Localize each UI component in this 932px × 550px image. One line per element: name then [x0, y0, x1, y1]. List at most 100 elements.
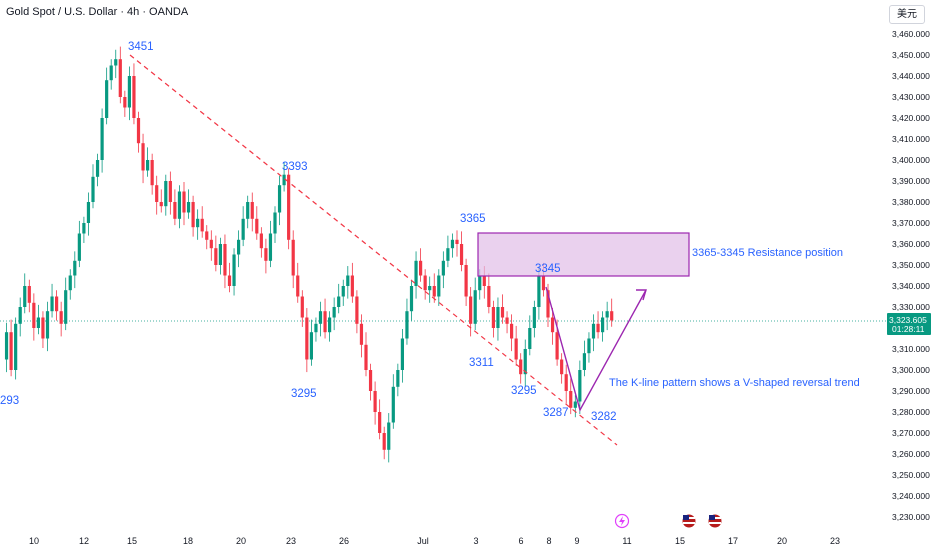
candle-body [150, 160, 154, 186]
arrow-head-icon [636, 289, 647, 301]
candle-body [291, 239, 295, 276]
candle-body [560, 359, 564, 375]
descending-trendline[interactable] [129, 54, 618, 446]
candle-body [282, 174, 286, 186]
candle-body [378, 412, 382, 433]
price-tick-label: 3,430.000 [892, 92, 930, 102]
candle-body [23, 286, 27, 307]
price-tick-label: 3,240.000 [892, 491, 930, 501]
candle-body [541, 275, 546, 291]
time-tick-label: 15 [127, 536, 137, 546]
candle-body [227, 275, 232, 286]
current-price-tag: 3,323.605 01:28:11 [887, 313, 931, 335]
price-tick-label: 3,260.000 [892, 449, 930, 459]
price-tick-label: 3,360.000 [892, 239, 930, 249]
candle-body [259, 233, 263, 249]
v-reversal-pattern[interactable] [545, 286, 647, 412]
candle-body [478, 275, 482, 291]
candle-body [610, 311, 614, 321]
price-tick-label: 3,280.000 [892, 407, 930, 417]
candle-body [591, 323, 596, 339]
candle-body [95, 160, 100, 177]
annotation-3282: 3282 [591, 411, 617, 423]
annotation-3311: 3311 [469, 357, 494, 369]
candle-body [168, 181, 172, 202]
candle-body [455, 239, 459, 244]
annotation-3393: 3393 [282, 161, 308, 173]
candle-body [582, 353, 586, 370]
time-tick-label: 15 [675, 536, 685, 546]
candle-body [45, 311, 50, 339]
candle-body [350, 275, 354, 297]
candle-body [409, 286, 414, 312]
lightning-icon[interactable] [614, 513, 630, 529]
candle-body [391, 386, 395, 423]
candle-body [519, 359, 523, 375]
price-tick-label: 3,400.000 [892, 155, 930, 165]
price-tick-label: 3,350.000 [892, 260, 930, 270]
time-tick-label: 20 [777, 536, 787, 546]
candle-body [450, 239, 455, 249]
candle-body [182, 191, 186, 213]
candle-body [173, 202, 177, 219]
candle-body [314, 323, 318, 333]
candle-body [146, 160, 150, 171]
candle-body [318, 311, 323, 324]
candle-body [91, 176, 95, 202]
candle-body [136, 118, 141, 144]
candle-body [159, 202, 163, 207]
candle-body [196, 218, 200, 228]
candle-body [232, 254, 236, 286]
candle-body [359, 323, 364, 345]
candle-body [437, 275, 441, 297]
candle-body [309, 332, 313, 360]
candle-body [500, 307, 505, 318]
candle-body [387, 422, 391, 450]
candle-body [9, 332, 13, 370]
us-flag-icon[interactable] [708, 514, 722, 528]
time-tick-label: 23 [286, 536, 296, 546]
candle-body [264, 248, 268, 261]
candle-body [532, 307, 536, 328]
price-axis[interactable]: 3,230.000 3,240.000 3,250.000 3,260.000 3,27… [892, 29, 930, 522]
candle-body [223, 244, 227, 276]
time-axis[interactable]: 10 12 15 18 20 23 26 Jul 3 6 8 9 11 15 17 20 23 [29, 536, 840, 546]
candle-body [109, 65, 113, 81]
annotation-3287: 3287 [543, 407, 569, 419]
candle-body [186, 202, 191, 213]
candle-body [127, 76, 131, 108]
candle-body [50, 296, 54, 312]
candle-body [68, 275, 72, 291]
candle-body [601, 317, 605, 333]
resistance-zone[interactable] [477, 232, 690, 277]
candle-body [346, 275, 350, 286]
candle-body [105, 80, 109, 118]
candle-body [510, 323, 514, 339]
price-tick-label: 3,390.000 [892, 176, 930, 186]
us-flag-icon[interactable] [682, 514, 696, 528]
candle-body [205, 231, 209, 240]
candle-body [273, 212, 277, 234]
annotation-3295-left: 3295 [291, 388, 317, 400]
candle-body [523, 349, 527, 375]
candle-body [428, 286, 432, 291]
price-tick-label: 3,420.000 [892, 113, 930, 123]
candle-body [82, 223, 86, 234]
time-tick-label: 6 [518, 536, 523, 546]
candle-body [446, 248, 450, 261]
candle-body [355, 296, 359, 324]
price-tick-label: 3,410.000 [892, 134, 930, 144]
currency-button[interactable]: 美元 [889, 5, 925, 24]
annotation-3365: 3365 [460, 213, 486, 225]
candle-body [55, 296, 59, 312]
price-tick-label: 3,290.000 [892, 386, 930, 396]
chart-title: Gold Spot / U.S. Dollar · 4h · OANDA [6, 6, 189, 18]
candle-body [491, 307, 495, 328]
candle-body [287, 174, 291, 240]
price-tick-label: 3,340.000 [892, 281, 930, 291]
candle-body [419, 260, 423, 276]
candle-body [546, 290, 550, 318]
candle-body [496, 307, 500, 328]
candle-body [191, 202, 195, 228]
